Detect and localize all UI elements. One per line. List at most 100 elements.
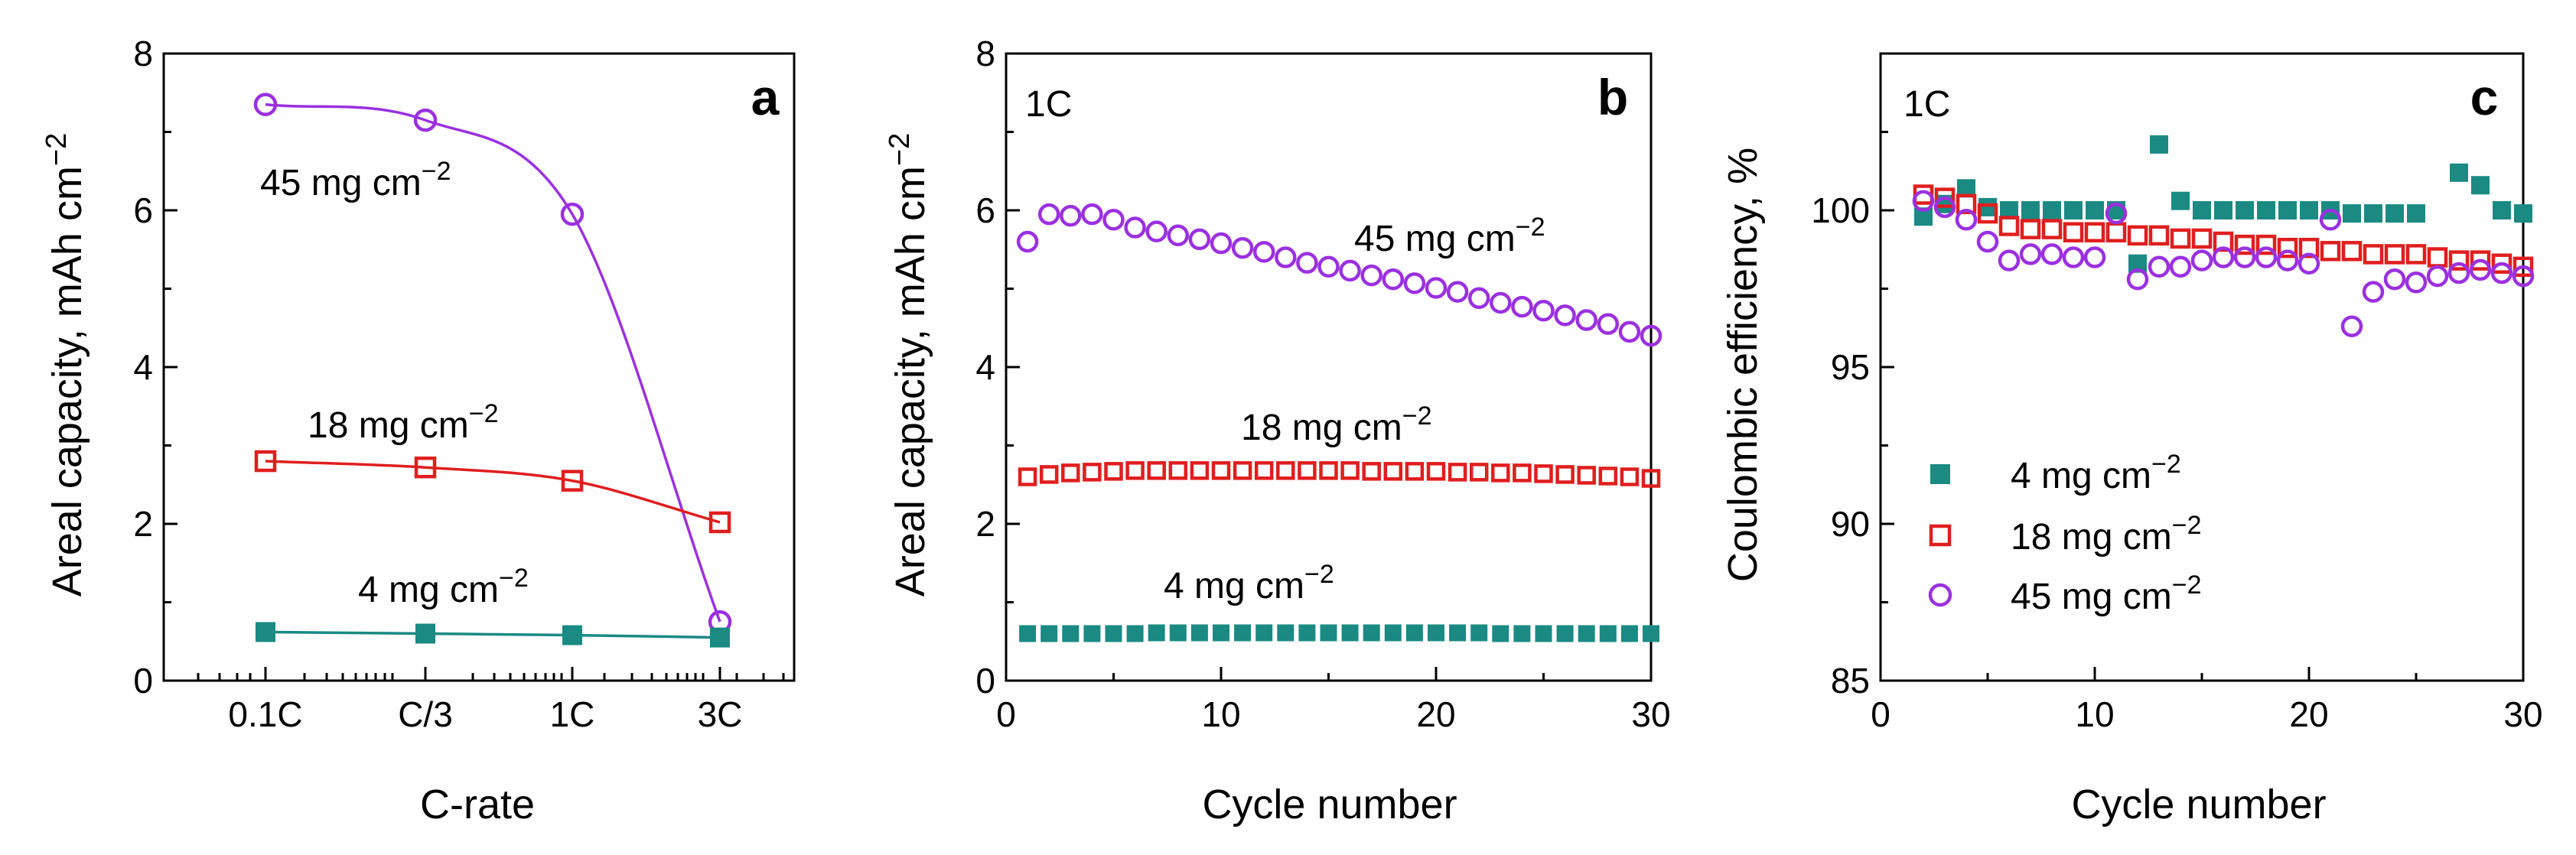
panel-b-point-s1-26 (1577, 466, 1596, 485)
panel-a-label-4: 4 mg cm−2 (358, 564, 529, 610)
panel-c-point-s1-8 (2084, 222, 2105, 242)
panel-b-point-s0-22 (1490, 291, 1512, 314)
legend-label-18: 18 mg cm−2 (2011, 511, 2202, 558)
panel-a-xtick-label-1: C/3 (398, 694, 453, 734)
panel-b-point-s2-0 (1019, 625, 1037, 642)
panel-c-point-s0-12 (2171, 191, 2190, 210)
panel-c-point-s2-28 (2512, 265, 2535, 288)
panel-b-point-s2-10 (1234, 624, 1252, 642)
panel-b-point-s1-18 (1405, 462, 1425, 481)
panel-b-point-s0-11 (1252, 241, 1275, 263)
panel-b-point-s0-13 (1296, 252, 1318, 274)
panel-c-point-s2-25 (2447, 262, 2470, 284)
panel-b-point-s2-17 (1384, 624, 1402, 642)
panel-c-frame (1879, 52, 2525, 682)
panel-c-xtick-label-3: 30 (2503, 694, 2542, 734)
panel-a-point-s0-0 (253, 93, 278, 116)
panel-b-point-s0-2 (1060, 204, 1082, 227)
panel-b-point-s0-12 (1275, 246, 1297, 268)
panel-c-point-s2-7 (2062, 246, 2085, 268)
panel-b-point-s1-3 (1083, 463, 1102, 482)
panel-c-point-s1-25 (2448, 250, 2470, 271)
panel-c-point-s2-11 (2148, 255, 2171, 278)
panel-c-rate-label: 1C (1904, 84, 1950, 125)
panel-c-point-s1-11 (2148, 225, 2170, 246)
panel-c-point-s1-24 (2427, 247, 2448, 268)
panel-c-point-s2-26 (2469, 258, 2492, 281)
panel-c-xlabel: Cycle number (2071, 782, 2326, 827)
panel-b-point-s1-28 (1620, 467, 1640, 486)
panel-b-label-18: 18 mg cm−2 (1241, 401, 1432, 448)
panel-b-point-s0-6 (1145, 220, 1168, 242)
panel-c-point-s2-24 (2426, 265, 2449, 288)
panel-b-point-s0-20 (1446, 281, 1469, 303)
panel-a-series-line-2 (265, 630, 721, 639)
panel-b-point-s1-23 (1513, 463, 1532, 483)
panel-c-point-s1-19 (2320, 241, 2341, 262)
panel-c-point-s0-17 (2278, 201, 2297, 219)
panel-b-point-s1-4 (1104, 462, 1123, 481)
panel-b-point-s0-9 (1210, 232, 1233, 255)
panel-c-point-s0-28 (2514, 204, 2532, 223)
panel-b-point-s0-5 (1124, 216, 1146, 239)
panel-a-point-s1-2 (561, 470, 584, 492)
panel-c-point-s2-17 (2276, 249, 2299, 271)
panel-b-point-s2-12 (1277, 624, 1295, 642)
panel-c-point-s2-20 (2340, 315, 2363, 337)
panel-b-point-s2-18 (1405, 624, 1423, 642)
panel-b-point-s2-28 (1620, 625, 1638, 642)
panel-a-point-s0-2 (560, 202, 585, 226)
panel-b-point-s2-23 (1513, 625, 1531, 642)
panel-c-xtick-label-1: 10 (2075, 694, 2114, 734)
panel-a-ytick-label-0: 0 (133, 661, 153, 701)
panel-c-xtick-label-2: 20 (2289, 694, 2328, 734)
panel-b-point-s1-1 (1039, 465, 1059, 484)
panel-c-point-s0-20 (2343, 204, 2361, 223)
panel-b-point-s1-6 (1147, 461, 1166, 480)
panel-b-point-s1-22 (1491, 463, 1510, 483)
panel-c-point-s2-5 (2019, 243, 2042, 265)
panel-b-ytick-label-2: 4 (975, 347, 995, 387)
panel-b-point-s0-1 (1037, 203, 1060, 226)
panel-c-point-s1-12 (2170, 228, 2191, 249)
panel-a-point-s2-2 (562, 625, 582, 645)
panel-b-point-s2-15 (1341, 624, 1359, 642)
panel-b-point-s1-12 (1276, 461, 1295, 480)
panel-c-point-s1-7 (2063, 222, 2084, 242)
legend-label-45: 45 mg cm−2 (2011, 571, 2202, 617)
panel-c-point-s0-26 (2471, 176, 2490, 195)
panel-a-point-s1-3 (708, 511, 731, 534)
panel-c-point-s2-14 (2212, 246, 2235, 268)
panel-a-point-s1-1 (414, 456, 437, 479)
panel-b-point-s1-9 (1211, 461, 1231, 480)
panel-b-point-s2-20 (1449, 624, 1467, 642)
panel-b-point-s1-21 (1469, 463, 1489, 482)
panel-c-point-s1-2 (1956, 193, 1977, 215)
panel-b-point-s0-7 (1167, 224, 1190, 247)
panel-b-point-s2-1 (1040, 625, 1058, 642)
panel-c-point-s2-4 (1998, 249, 2021, 271)
panel-c-point-s0-16 (2257, 201, 2275, 219)
panel-b-ytick-label-0: 0 (975, 661, 995, 701)
panel-b-point-s1-17 (1383, 462, 1403, 481)
panel-c-point-s1-15 (2234, 234, 2255, 255)
panel-c-ytick-label-0: 85 (1831, 661, 1870, 701)
panel-b-point-s0-23 (1511, 295, 1533, 318)
panel-c-point-s0-15 (2236, 201, 2254, 219)
panel-b-point-s2-8 (1190, 624, 1208, 642)
panel-b-point-s2-4 (1105, 625, 1122, 642)
panel-a-ytick-label-1: 2 (133, 504, 153, 544)
panel-b-point-s0-21 (1467, 287, 1490, 310)
legend-label-4: 4 mg cm−2 (2011, 450, 2181, 496)
panel-c-letter: c (2470, 69, 2499, 125)
panel-b-point-s1-7 (1168, 461, 1188, 480)
panel-c-point-s0-27 (2493, 201, 2511, 219)
panel-c-point-s1-10 (2127, 225, 2148, 246)
panel-b-point-s1-0 (1018, 467, 1037, 486)
panel-c-legend: 4 mg cm−2 18 mg cm−2 45 mg cm−2 (1928, 450, 2202, 617)
panel-a-xtick-label-0: 0.1C (228, 694, 302, 734)
panel-b-point-s2-7 (1169, 624, 1187, 642)
panel-b-point-s0-16 (1360, 264, 1382, 287)
panel-c-xtick-label-0: 0 (1871, 694, 1890, 734)
